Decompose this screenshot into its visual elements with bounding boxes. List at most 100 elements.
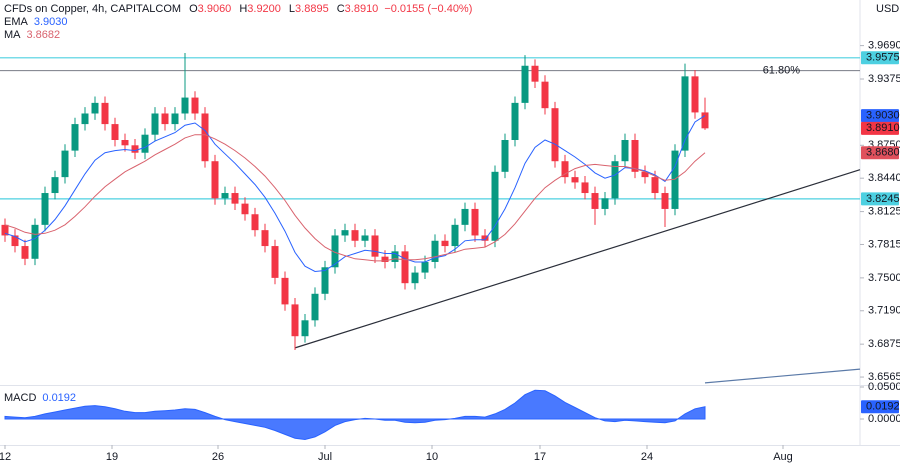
price-label-box: [861, 146, 899, 160]
trendline: [294, 169, 861, 349]
ohlc-key: H: [239, 3, 247, 15]
x-tick-label: Aug: [773, 451, 793, 463]
candle-body: [1, 224, 9, 236]
macd-y-tick-label: 0.0500: [868, 381, 900, 393]
candle-body: [311, 293, 319, 321]
candle-body: [31, 224, 39, 259]
currency-label: USD: [876, 3, 899, 15]
candle-body: [101, 102, 109, 125]
indicator-legend: EMA 3.9030: [4, 16, 68, 28]
candle-body: [621, 140, 629, 162]
candle-body: [61, 150, 69, 178]
candle-body: [351, 230, 359, 241]
price-label: 3.9575: [866, 52, 900, 64]
macd-y-tick-label: 0.0000: [868, 413, 900, 425]
candle-body: [21, 246, 29, 259]
candle-body: [411, 272, 419, 284]
x-tick-label: 24: [641, 451, 653, 463]
x-tick-label: 17: [534, 451, 546, 463]
candle-body: [121, 140, 129, 146]
macd-name: MACD: [4, 392, 36, 404]
x-tick-label: 19: [106, 451, 118, 463]
candle-body: [531, 65, 539, 82]
price-label: 3.8910: [866, 122, 900, 134]
indicator-name: MA: [4, 29, 21, 41]
candle-body: [401, 251, 409, 284]
ohlc-key: O: [189, 3, 198, 15]
candle-body: [551, 108, 559, 162]
title-text: CFDs on Copper, 4h, CAPITALCOM: [4, 3, 181, 15]
x-tick-label: 12: [0, 451, 11, 463]
candle-body: [381, 256, 389, 262]
y-tick-label: 3.6875: [868, 338, 900, 350]
candle-body: [81, 113, 89, 125]
y-tick-label: 3.8125: [868, 205, 900, 217]
candle-body: [601, 198, 609, 209]
ohlc-key: C: [337, 3, 345, 15]
candle-body: [491, 171, 499, 241]
y-tick-label: 3.9690: [868, 40, 900, 52]
candle-body: [431, 240, 439, 262]
macd-value: 0.0192: [42, 392, 76, 404]
y-tick-label: 3.6565: [868, 371, 900, 383]
candle-body: [301, 320, 309, 337]
indicator-legend: MA 3.8682: [4, 29, 60, 41]
candle-body: [231, 193, 239, 204]
ohlc-value: 3.9060: [198, 3, 232, 15]
macd-price-label-box: [861, 400, 899, 414]
candle-body: [671, 150, 679, 209]
candle-body: [91, 102, 99, 114]
x-tick-label: Jul: [318, 451, 332, 463]
candle-body: [681, 76, 689, 151]
candle-body: [211, 161, 219, 199]
candle-body: [511, 102, 519, 140]
candle-body: [131, 145, 139, 153]
y-tick-label: 3.7500: [868, 272, 900, 284]
candle-body: [691, 76, 699, 113]
candle-body: [631, 140, 639, 172]
candle-body: [271, 246, 279, 278]
candle-body: [441, 240, 449, 247]
candle-body: [461, 208, 469, 225]
candle-body: [541, 81, 549, 109]
candle-body: [291, 304, 299, 337]
y-tick-label: 3.9375: [868, 73, 900, 85]
x-tick-label: 26: [212, 451, 224, 463]
candle-body: [481, 235, 489, 241]
macd-price-label: 0.0192: [866, 401, 900, 413]
candle-body: [421, 261, 429, 273]
candle-body: [581, 182, 589, 194]
indicator-value: 3.8682: [27, 29, 61, 41]
candle-body: [321, 267, 329, 294]
candle-body: [221, 193, 229, 199]
indicator-name: EMA: [4, 16, 29, 28]
candle-body: [561, 161, 569, 178]
candle-body: [241, 203, 249, 215]
candle-body: [371, 235, 379, 257]
candle-body: [161, 113, 169, 125]
candle-body: [591, 193, 599, 209]
price-label-box: [861, 121, 899, 135]
indicator-line: [4, 134, 706, 262]
candle-body: [111, 124, 119, 140]
ohlc-value: 3.9200: [247, 3, 281, 15]
price-label: 3.8245: [866, 193, 900, 205]
candle-body: [281, 277, 289, 305]
price-label-box: [861, 51, 899, 65]
candle-body: [571, 177, 579, 183]
candle-body: [361, 235, 369, 241]
candle-body: [451, 224, 459, 247]
y-tick-label: 3.8440: [868, 172, 900, 184]
x-tick-label: 10: [426, 451, 438, 463]
candle-body: [201, 113, 209, 162]
chart-title: CFDs on Copper, 4h, CAPITALCOM O3.9060 H3.…: [4, 3, 472, 15]
candle-body: [501, 140, 509, 172]
y-tick-label: 3.7815: [868, 238, 900, 250]
price-label-box: [861, 192, 899, 206]
fib-label: 61.80%: [763, 65, 801, 77]
indicator-line: [4, 115, 706, 273]
candle-body: [191, 97, 199, 114]
candle-body: [171, 113, 179, 125]
